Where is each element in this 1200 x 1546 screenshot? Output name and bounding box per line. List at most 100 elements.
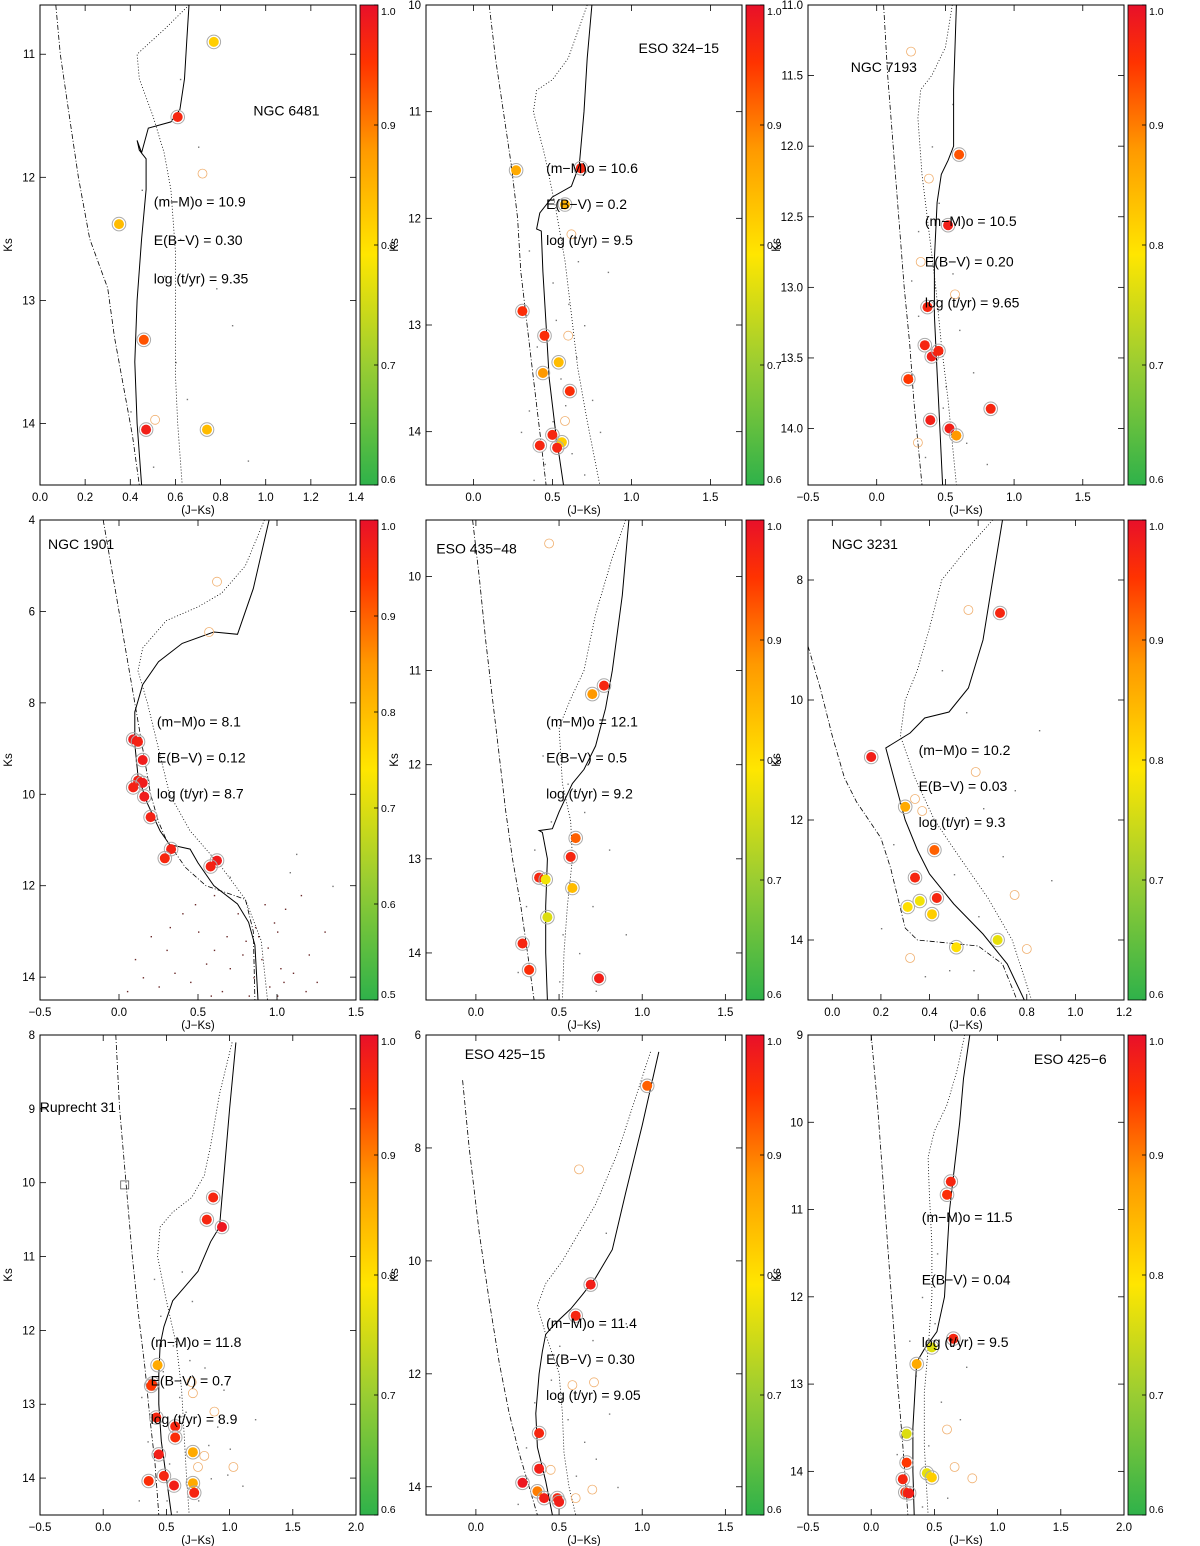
field-star: [973, 970, 975, 972]
member-point: [517, 306, 528, 317]
colorbar-tick-label: 0.6: [1149, 1504, 1164, 1516]
member-point-ring: [186, 1485, 202, 1501]
member-point: [926, 1472, 937, 1483]
field-star: [182, 913, 184, 915]
member-point-ring: [111, 216, 127, 232]
field-star: [227, 1474, 229, 1476]
field-star: [179, 78, 182, 81]
y-tick-label: 12: [22, 881, 35, 893]
member-point-ring: [535, 365, 551, 381]
member-point-ring: [199, 1212, 215, 1227]
colorbar-tick-label: 0.9: [767, 1150, 782, 1162]
y-axis-label: Ks: [771, 753, 783, 767]
member-point: [951, 942, 962, 953]
member-points: [141, 1190, 230, 1501]
member-point: [565, 851, 576, 862]
field-star: [986, 463, 988, 466]
member-point-ring: [923, 412, 938, 428]
open-member-point: [917, 806, 928, 816]
cluster-title: NGC 6481: [253, 102, 319, 118]
field-star: [941, 670, 944, 672]
field-star: [185, 1411, 187, 1413]
member-point-ring: [531, 1425, 547, 1441]
field-stars: [138, 1271, 257, 1513]
member-point: [133, 736, 143, 747]
member-point: [927, 909, 937, 920]
colorbar-tick-label: 1.0: [1149, 1036, 1164, 1048]
x-tick-label: −0.5: [797, 492, 820, 504]
field-star: [248, 995, 250, 997]
x-tick-label: 1.2: [303, 492, 319, 504]
field-star: [138, 1500, 140, 1502]
member-point-ring: [596, 678, 612, 693]
isochrone-curve: [885, 520, 1025, 1000]
field-star: [983, 808, 985, 810]
member-point-ring: [863, 749, 879, 765]
plot-frame: [425, 519, 743, 1001]
colorbar-tick-label: 0.7: [381, 803, 396, 815]
y-tick-label: 14: [408, 427, 421, 439]
open-member-point: [587, 1484, 598, 1495]
fit-annotation: E(B−V) = 0.20: [925, 254, 1014, 270]
member-point-ring: [150, 1357, 165, 1373]
field-star: [153, 1278, 156, 1281]
y-tick-label: 10: [408, 0, 421, 12]
member-point-ring: [939, 1187, 955, 1202]
field-star: [917, 315, 920, 317]
member-point-ring: [157, 851, 173, 866]
x-tick-label: 1.5: [1053, 1522, 1069, 1534]
x-tick-label: 1.5: [717, 1007, 733, 1019]
member-point-ring: [167, 1430, 183, 1445]
colorbar-tick-label: 1.0: [1149, 521, 1164, 533]
field-star: [181, 1271, 183, 1273]
member-point-ring: [214, 1219, 230, 1235]
member-point: [217, 1222, 227, 1232]
field-star: [584, 325, 586, 327]
field-star: [172, 1345, 175, 1347]
member-point: [114, 219, 124, 230]
field-star: [176, 1511, 178, 1513]
field-star: [625, 1323, 627, 1325]
open-member-point: [950, 289, 960, 300]
field-star: [959, 1419, 962, 1421]
member-point: [560, 199, 570, 210]
field-star: [130, 411, 132, 413]
x-tick-label: 0.0: [824, 1007, 840, 1019]
y-axis-label: Ks: [3, 238, 15, 252]
field-star: [221, 990, 224, 993]
isochrone-curve: [912, 1035, 971, 1515]
field-star: [528, 250, 531, 252]
isochrone-dotted-curve: [923, 1035, 966, 1515]
field-star: [1002, 856, 1004, 858]
y-axis-label: Ks: [3, 1268, 15, 1282]
field-star: [277, 931, 279, 933]
member-point: [534, 440, 545, 451]
fit-annotation: E(B−V) = 0.30: [154, 232, 243, 248]
x-tick-label: 2.0: [1116, 1522, 1132, 1534]
field-star: [595, 1458, 597, 1460]
fit-annotation: (m−M)o = 11.8: [151, 1334, 242, 1350]
x-tick-label: 1.2: [1116, 1007, 1132, 1019]
member-point: [985, 403, 996, 414]
colorbar-tick-label: 1.0: [767, 6, 782, 18]
member-point-ring: [521, 962, 537, 978]
member-point-ring: [929, 890, 945, 906]
field-star: [911, 280, 913, 282]
field-star: [909, 1340, 911, 1342]
x-tick-label: 0.0: [869, 492, 885, 504]
member-point-ring: [515, 1475, 530, 1491]
field-star: [575, 1475, 578, 1477]
field-star: [625, 934, 627, 936]
member-point-ring: [545, 427, 560, 443]
open-member-point: [193, 1462, 203, 1472]
isochrone-curve: [933, 5, 957, 485]
field-star: [605, 1232, 607, 1234]
member-point-ring: [901, 371, 916, 387]
member-point-ring: [583, 1277, 599, 1292]
field-star: [210, 995, 212, 997]
y-tick-label: 13: [408, 320, 421, 332]
colorbar-tick-label: 0.8: [381, 1270, 396, 1282]
field-star: [571, 453, 573, 455]
y-tick-label: 11.0: [781, 0, 803, 12]
